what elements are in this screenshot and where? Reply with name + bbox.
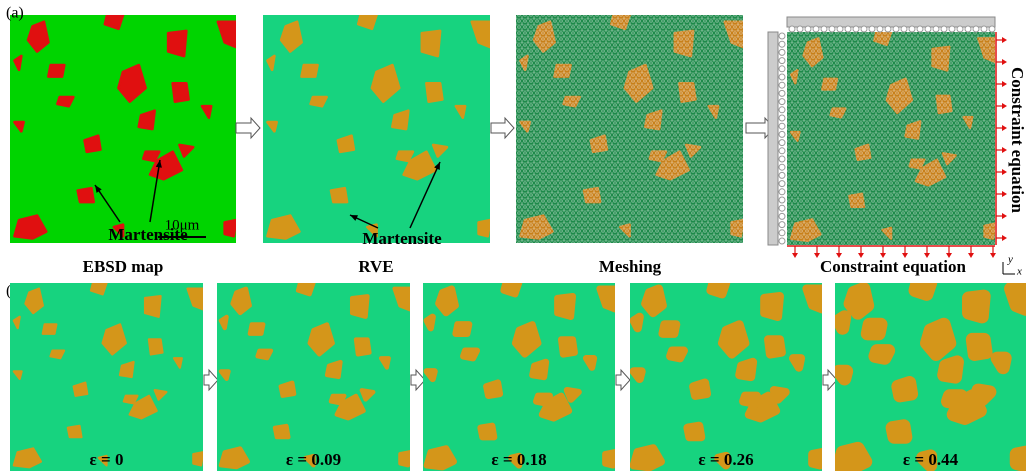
constraint-arrow-head bbox=[1002, 103, 1007, 109]
axis-label: y bbox=[1007, 254, 1013, 266]
roller bbox=[949, 26, 955, 32]
micrograph bbox=[10, 283, 203, 471]
roller bbox=[797, 26, 803, 32]
flow-arrow bbox=[823, 370, 837, 390]
roller bbox=[779, 156, 785, 162]
constraint-arrow-head bbox=[1002, 37, 1007, 43]
roller bbox=[853, 26, 859, 32]
flow-arrow bbox=[411, 370, 425, 390]
roller bbox=[805, 26, 811, 32]
roller bbox=[779, 123, 785, 129]
caption: Meshing bbox=[599, 257, 662, 276]
strain-label: ε = 0.44 bbox=[903, 450, 959, 469]
strain-label: ε = 0.18 bbox=[491, 450, 546, 469]
annotation: Martensite bbox=[362, 229, 442, 248]
strain-label: ε = 0.09 bbox=[286, 450, 341, 469]
roller bbox=[917, 26, 923, 32]
roller bbox=[779, 131, 785, 137]
roller bbox=[779, 238, 785, 244]
flow-arrow bbox=[236, 118, 260, 138]
roller bbox=[829, 26, 835, 32]
roller bbox=[779, 33, 785, 39]
constraint-arrow-head bbox=[1002, 125, 1007, 131]
constraint-arrow-head bbox=[1002, 191, 1007, 197]
roller bbox=[789, 26, 795, 32]
roller bbox=[779, 49, 785, 55]
roller bbox=[837, 26, 843, 32]
roller bbox=[893, 26, 899, 32]
roller bbox=[989, 26, 995, 32]
roller bbox=[779, 74, 785, 80]
roller bbox=[779, 66, 785, 72]
roller bbox=[965, 26, 971, 32]
roller bbox=[869, 26, 875, 32]
constraint-arrow-head bbox=[1002, 147, 1007, 153]
flow-arrow bbox=[204, 370, 218, 390]
constraint-arrow-head bbox=[1002, 235, 1007, 241]
roller bbox=[779, 58, 785, 64]
constraint-arrow-head bbox=[1002, 213, 1007, 219]
roller bbox=[779, 90, 785, 96]
roller bbox=[901, 26, 907, 32]
roller bbox=[779, 115, 785, 121]
caption: RVE bbox=[358, 257, 393, 276]
roller bbox=[779, 213, 785, 219]
roller bbox=[813, 26, 819, 32]
roller bbox=[973, 26, 979, 32]
micrograph bbox=[263, 15, 490, 243]
roller bbox=[779, 197, 785, 203]
constraint-arrow-head bbox=[968, 253, 974, 258]
roller bbox=[877, 26, 883, 32]
constraint-arrow-head bbox=[1002, 169, 1007, 175]
flow-arrow bbox=[491, 118, 514, 138]
roller bbox=[861, 26, 867, 32]
roller bbox=[779, 172, 785, 178]
roller bbox=[779, 99, 785, 105]
roller bbox=[779, 140, 785, 146]
caption: Constraint equation bbox=[820, 257, 966, 276]
roller bbox=[779, 230, 785, 236]
roller bbox=[779, 107, 785, 113]
roller bbox=[821, 26, 827, 32]
constraint-arrow-head bbox=[1002, 59, 1007, 65]
roller bbox=[925, 26, 931, 32]
roller bbox=[779, 181, 785, 187]
caption: EBSD map bbox=[83, 257, 164, 276]
roller bbox=[981, 26, 987, 32]
side-label: Constraint equation bbox=[1008, 67, 1026, 213]
roller bbox=[779, 222, 785, 228]
constraint-arrow-head bbox=[792, 253, 798, 258]
roller bbox=[885, 26, 891, 32]
top-boundary bbox=[787, 17, 995, 27]
roller bbox=[779, 148, 785, 154]
axis-label: x bbox=[1016, 266, 1022, 278]
flow-arrow bbox=[616, 370, 630, 390]
roller bbox=[845, 26, 851, 32]
roller bbox=[941, 26, 947, 32]
strain-label: ε = 0.26 bbox=[698, 450, 753, 469]
panel-label: (a) bbox=[6, 5, 24, 22]
micrograph bbox=[10, 15, 236, 243]
roller bbox=[779, 164, 785, 170]
roller bbox=[933, 26, 939, 32]
constraint-arrow-head bbox=[990, 253, 996, 258]
roller bbox=[779, 82, 785, 88]
strain-label: ε = 0 bbox=[90, 450, 124, 469]
roller bbox=[909, 26, 915, 32]
roller bbox=[779, 41, 785, 47]
figure: (a)Martensite10μmMartensiteConstraint eq… bbox=[0, 0, 1026, 471]
roller bbox=[779, 205, 785, 211]
scale-bar-label: 10μm bbox=[165, 217, 200, 233]
roller bbox=[779, 189, 785, 195]
constraint-arrow-head bbox=[1002, 81, 1007, 87]
roller bbox=[957, 26, 963, 32]
mesh-overlay bbox=[787, 32, 995, 245]
mesh-overlay bbox=[516, 15, 743, 243]
left-boundary bbox=[768, 32, 778, 245]
